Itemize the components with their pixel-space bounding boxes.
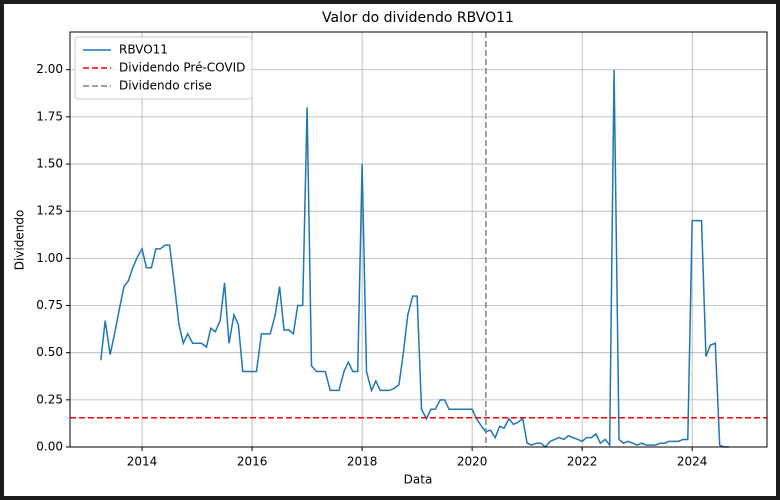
y-tick-label: 1.75 [36,109,63,123]
y-tick-label: 1.50 [36,157,63,171]
y-tick-label: 2.00 [36,62,63,76]
x-tick-label: 2020 [457,455,488,469]
legend-box [74,36,253,100]
legend-label: Dividendo Pré-COVID [119,61,245,75]
y-tick-label: 0.75 [36,298,63,312]
y-axis-label: Dividendo [13,210,27,271]
x-tick-label: 2018 [347,455,378,469]
y-tick-label: 1.00 [36,251,63,265]
x-tick-label: 2016 [237,455,268,469]
plot-frame [69,31,768,448]
x-tick-label: 2022 [567,455,598,469]
y-tick-label: 1.25 [36,204,63,218]
legend-label: Dividendo crise [119,79,212,93]
x-tick-label: 2024 [677,455,708,469]
y-tick-label: 0.50 [36,345,63,359]
chart-title: Valor do dividendo RBVO11 [322,10,514,26]
x-axis-label: Data [404,473,433,487]
y-tick-label: 0.00 [36,440,63,454]
x-tick-label: 2014 [127,455,158,469]
legend-label: RBVO11 [119,43,168,57]
data-line [100,69,730,449]
y-tick-label: 0.25 [36,392,63,406]
